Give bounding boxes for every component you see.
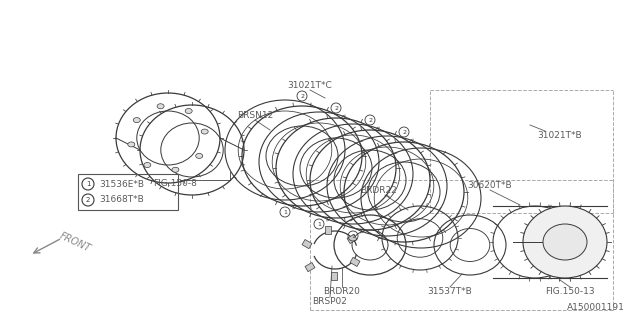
Bar [331,272,337,280]
Text: 2: 2 [334,106,338,110]
Text: BRDR22: BRDR22 [360,186,396,195]
Text: 31536E*B: 31536E*B [99,180,144,188]
Bar [347,234,357,244]
Text: 31021T*C: 31021T*C [287,81,332,90]
Ellipse shape [543,224,587,260]
Text: FRONT: FRONT [58,230,92,253]
Bar [325,226,331,234]
Text: BRSP02: BRSP02 [312,298,348,307]
Text: 1: 1 [317,221,321,227]
Text: 1: 1 [283,210,287,214]
Ellipse shape [157,104,164,109]
Ellipse shape [201,129,208,134]
Text: 2: 2 [86,197,90,203]
Text: 2: 2 [402,130,406,134]
Text: 2: 2 [300,93,304,99]
Ellipse shape [196,153,203,158]
Ellipse shape [128,142,135,147]
Bar [302,239,312,249]
Text: BRDR20: BRDR20 [324,287,360,297]
Text: FIG.150-13: FIG.150-13 [545,287,595,297]
Bar [305,262,315,272]
Ellipse shape [172,167,179,172]
Text: BRSN12: BRSN12 [237,110,273,119]
Ellipse shape [133,117,140,123]
Ellipse shape [523,206,607,278]
Text: 1: 1 [351,234,355,238]
Ellipse shape [144,163,151,167]
Text: 31021T*B: 31021T*B [538,131,582,140]
Text: 31537T*B: 31537T*B [428,287,472,297]
Text: 30620T*B: 30620T*B [468,180,512,189]
Text: A150001191: A150001191 [567,303,625,312]
Text: 31668T*B: 31668T*B [99,196,144,204]
Text: 1: 1 [86,181,90,187]
Bar [350,257,360,267]
Text: FIG.150-8: FIG.150-8 [153,179,197,188]
Ellipse shape [185,108,192,114]
Text: 2: 2 [368,117,372,123]
